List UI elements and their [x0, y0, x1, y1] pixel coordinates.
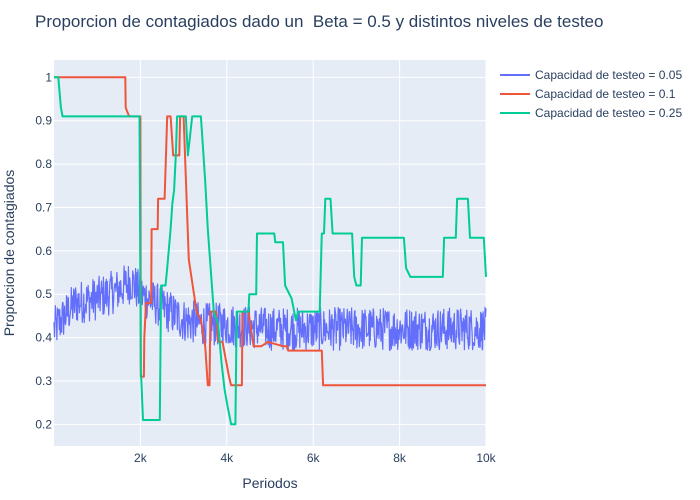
series-line-2: [54, 76, 486, 387]
axis-ticks: 0.2 0.3 0.4 0.5 0.6 0.7 0.8 0.9 1 2k 4k 6k 8k 10k: [35, 70, 496, 465]
x-tick-label: 10k: [476, 451, 496, 465]
y-tick-label: 0.8: [35, 157, 52, 171]
y-tick-label: 0.7: [35, 200, 52, 214]
x-tick-label: 8k: [393, 451, 407, 465]
legend[interactable]: Capacidad de testeo = 0.05 Capacidad de t…: [500, 68, 682, 120]
y-tick-label: 0.4: [35, 331, 52, 345]
legend-item-1[interactable]: Capacidad de testeo = 0.05: [500, 68, 682, 82]
y-tick-label: 0.3: [35, 374, 52, 388]
series-layer: [53, 76, 487, 426]
y-tick-label: 0.5: [35, 287, 52, 301]
x-axis-title: Periodos: [242, 475, 297, 491]
chart-title: Proporcion de contagiados dado un Beta =…: [35, 12, 604, 31]
x-tick-label: 4k: [220, 451, 234, 465]
legend-item-3[interactable]: Capacidad de testeo = 0.25: [500, 106, 682, 120]
x-tick-label: 6k: [307, 451, 321, 465]
x-tick-label: 2k: [134, 451, 148, 465]
series-line-3: [54, 76, 487, 426]
legend-label: Capacidad de testeo = 0.1: [535, 87, 676, 101]
series-line-1: [53, 265, 487, 352]
y-axis-title: Proporcion de contagiados: [1, 170, 17, 337]
y-tick-label: 0.9: [35, 114, 52, 128]
y-tick-label: 1: [45, 70, 52, 84]
y-tick-label: 0.6: [35, 244, 52, 258]
y-tick-label: 0.2: [35, 417, 52, 431]
legend-label: Capacidad de testeo = 0.25: [535, 106, 682, 120]
plot-area: [54, 60, 486, 446]
legend-item-2[interactable]: Capacidad de testeo = 0.1: [500, 87, 676, 101]
legend-label: Capacidad de testeo = 0.05: [535, 68, 682, 82]
